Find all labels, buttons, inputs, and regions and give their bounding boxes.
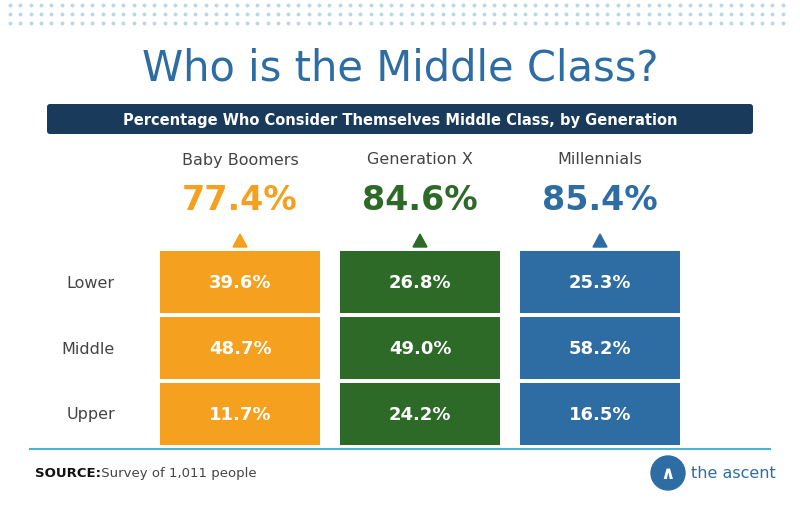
Text: the ascent: the ascent: [691, 466, 776, 481]
FancyBboxPatch shape: [160, 383, 320, 445]
Polygon shape: [593, 234, 607, 247]
FancyBboxPatch shape: [160, 317, 320, 379]
Text: Who is the Middle Class?: Who is the Middle Class?: [142, 47, 658, 89]
Text: 84.6%: 84.6%: [362, 183, 478, 216]
Circle shape: [651, 456, 685, 490]
Text: Lower: Lower: [67, 275, 115, 290]
FancyBboxPatch shape: [520, 383, 680, 445]
Text: 58.2%: 58.2%: [569, 339, 631, 358]
Text: Generation X: Generation X: [367, 152, 473, 167]
FancyBboxPatch shape: [340, 317, 500, 379]
FancyBboxPatch shape: [340, 251, 500, 314]
Text: ∧: ∧: [661, 464, 675, 482]
Text: 16.5%: 16.5%: [569, 405, 631, 423]
FancyBboxPatch shape: [520, 251, 680, 314]
FancyBboxPatch shape: [340, 383, 500, 445]
Text: Millennials: Millennials: [558, 152, 642, 167]
Text: 25.3%: 25.3%: [569, 274, 631, 291]
Text: 26.8%: 26.8%: [389, 274, 451, 291]
Text: 48.7%: 48.7%: [209, 339, 271, 358]
Text: 24.2%: 24.2%: [389, 405, 451, 423]
Text: Percentage Who Consider Themselves Middle Class, by Generation: Percentage Who Consider Themselves Middl…: [122, 112, 678, 127]
FancyBboxPatch shape: [520, 317, 680, 379]
Polygon shape: [413, 234, 427, 247]
Text: 49.0%: 49.0%: [389, 339, 451, 358]
Text: 77.4%: 77.4%: [182, 183, 298, 216]
Text: SOURCE:: SOURCE:: [35, 467, 101, 480]
Text: Upper: Upper: [66, 407, 115, 422]
Text: Middle: Middle: [62, 341, 115, 356]
Text: Baby Boomers: Baby Boomers: [182, 152, 298, 167]
Text: 11.7%: 11.7%: [209, 405, 271, 423]
Text: 85.4%: 85.4%: [542, 183, 658, 216]
FancyBboxPatch shape: [47, 105, 753, 135]
Polygon shape: [233, 234, 247, 247]
Text: Survey of 1,011 people: Survey of 1,011 people: [97, 467, 257, 480]
FancyBboxPatch shape: [160, 251, 320, 314]
Text: 39.6%: 39.6%: [209, 274, 271, 291]
